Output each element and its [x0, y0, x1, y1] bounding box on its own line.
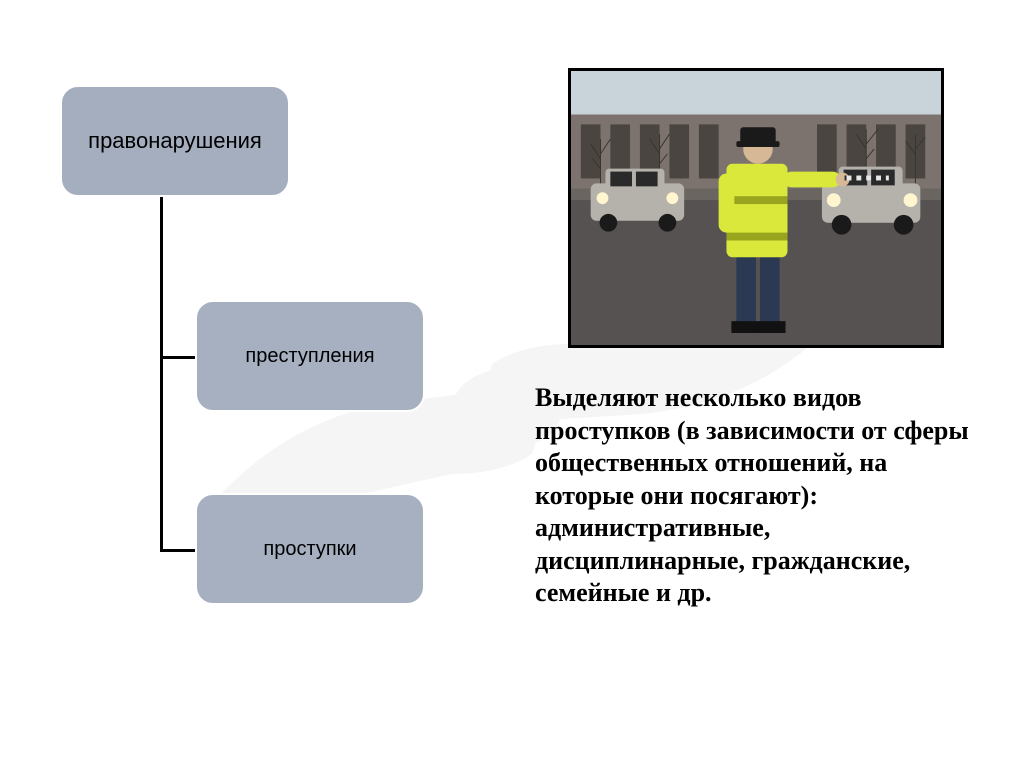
hierarchy-diagram: правонарушения преступления проступки [60, 85, 480, 615]
node-label: преступления [245, 345, 374, 368]
description-text: Выделяют несколько видов проступков (в з… [535, 382, 975, 610]
node-child-1: преступления [195, 300, 425, 412]
connector-vertical [160, 197, 163, 549]
node-label: проступки [263, 538, 356, 561]
description-content: Выделяют несколько видов проступков (в з… [535, 383, 969, 607]
node-child-2: проступки [195, 493, 425, 605]
connector-h1 [160, 356, 195, 359]
traffic-officer-photo [568, 68, 944, 348]
node-root: правонарушения [60, 85, 290, 197]
connector-h2 [160, 549, 195, 552]
node-label: правонарушения [88, 128, 262, 154]
